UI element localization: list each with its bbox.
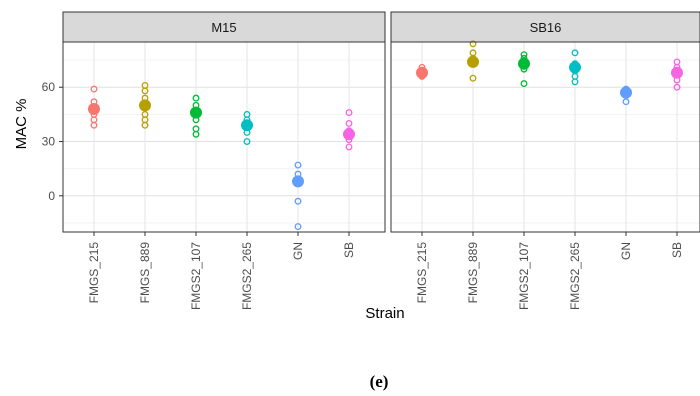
y-tick-label: 0 <box>48 189 55 203</box>
panel-background <box>63 42 385 232</box>
panel-m15: M15 <box>62 11 386 233</box>
mean-point <box>671 66 683 79</box>
x-tick-label: FMGS_215 <box>87 242 101 304</box>
mean-point <box>569 61 581 74</box>
mean-point <box>139 99 151 112</box>
facet-strip <box>62 11 386 43</box>
data-point <box>622 98 630 106</box>
x-axis-title: Strain <box>365 305 404 322</box>
mean-point <box>416 66 428 79</box>
data-point <box>345 143 353 151</box>
data-point <box>141 87 149 95</box>
data-point <box>294 161 302 169</box>
data-point <box>520 80 528 88</box>
data-point <box>469 40 477 48</box>
mean-point <box>190 106 202 119</box>
x-tick-label: FMGS_215 <box>415 242 429 304</box>
mean-point <box>88 102 100 115</box>
data-point <box>90 85 98 93</box>
mean-point <box>292 175 304 188</box>
data-point <box>90 121 98 129</box>
data-point <box>192 130 200 138</box>
data-point <box>294 223 302 231</box>
data-point <box>571 78 579 86</box>
figure-caption: (e) <box>370 372 389 391</box>
x-tick-label: FMGS_889 <box>138 242 152 304</box>
mean-point <box>343 128 355 141</box>
chart-panels: M15 SB16 <box>62 11 700 233</box>
data-point <box>294 197 302 205</box>
data-point <box>192 94 200 102</box>
x-tick-label: FMGS2_107 <box>189 242 203 310</box>
x-tick-label: FMGS2_265 <box>240 242 254 310</box>
y-axis: 0 30 60 <box>42 80 63 203</box>
x-tick-label: SB <box>342 242 356 258</box>
data-point <box>520 51 528 59</box>
data-point <box>571 49 579 57</box>
x-tick-label: FMGS2_107 <box>517 242 531 310</box>
y-tick-label: 30 <box>42 135 56 149</box>
mean-point <box>467 55 479 68</box>
x-axis: FMGS_215 FMGS_889 FMGS2_107 FMGS2_265 GN SB FM… <box>87 232 684 310</box>
data-point <box>243 138 251 145</box>
data-point <box>673 83 681 91</box>
x-tick-label: GN <box>291 242 305 260</box>
panel-border <box>62 41 386 233</box>
x-tick-label: SB <box>670 242 684 258</box>
mean-point <box>241 119 253 132</box>
mean-point <box>518 57 530 70</box>
mean-point <box>620 86 632 99</box>
data-point <box>469 74 477 82</box>
y-axis-title: MAC % <box>13 99 30 150</box>
facet-strip-label: M15 <box>211 20 236 35</box>
x-tick-label: FMGS2_265 <box>568 242 582 310</box>
facet-strip-label: SB16 <box>530 20 562 35</box>
panel-sb16: SB16 <box>390 11 700 233</box>
panel-border <box>390 41 700 233</box>
x-tick-label: GN <box>619 242 633 260</box>
data-point <box>345 119 353 127</box>
facet-strip <box>390 11 700 43</box>
data-point <box>141 121 149 129</box>
y-tick-label: 60 <box>42 80 56 94</box>
x-tick-label: FMGS_889 <box>466 242 480 304</box>
data-point <box>345 109 353 117</box>
panel-background <box>391 42 700 232</box>
